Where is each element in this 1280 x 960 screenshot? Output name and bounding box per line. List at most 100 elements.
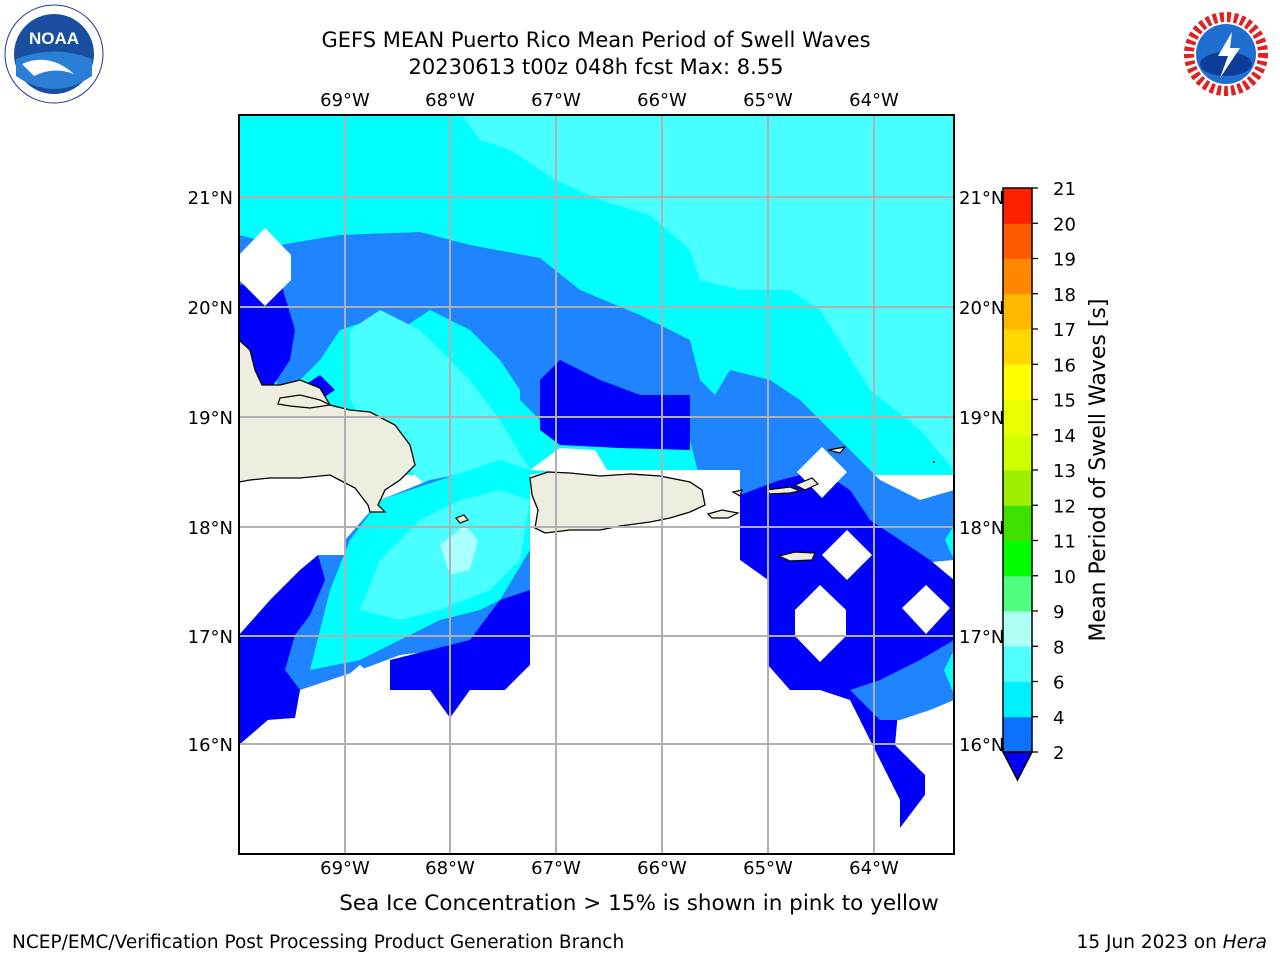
lon-tick-label: 67°W (531, 90, 581, 111)
colorbar-label: Mean Period of Swell Waves [s] (1086, 299, 1111, 642)
nws-logo-icon (1178, 6, 1274, 102)
colorbar-tick-label: 18 (1053, 285, 1076, 306)
colorbar-segment (1003, 399, 1032, 436)
colorbar-segment (1003, 505, 1032, 541)
small-island (933, 461, 935, 463)
hispaniola-island-detail (277, 394, 332, 409)
virgin-islands (764, 486, 803, 495)
no-data-diamond (822, 530, 872, 580)
colorbar-tick-label: 2 (1053, 743, 1064, 764)
map-title: GEFS MEAN Puerto Rico Mean Period of Swe… (321, 28, 871, 52)
colorbar: 2 4 6 8 9 10 11 12 13 14 15 16 17 18 19 20 21 (1001, 179, 1076, 782)
colorbar-segment (1003, 258, 1032, 295)
colorbar-segment (1003, 364, 1032, 400)
lat-tick-label: 18°N (959, 518, 1004, 539)
colorbar-tick-label: 11 (1053, 532, 1076, 553)
colorbar-segment (1003, 540, 1032, 577)
colorbar-segment (1003, 188, 1032, 224)
date-stamp: 15 Jun 2023 on Hera (1077, 932, 1267, 953)
lon-labels-top: 69°W 68°W 67°W 66°W 65°W 64°W (320, 90, 899, 111)
no-data-diamond (902, 585, 950, 634)
mona-island (455, 514, 469, 524)
date-text: 15 Jun 2023 on (1076, 932, 1223, 953)
colorbar-tick-label: 15 (1053, 391, 1076, 412)
colorbar-segment (1003, 293, 1032, 330)
credit-text: NCEP/EMC/Verification Post Processing Pr… (12, 932, 625, 953)
lat-labels-left: 21°N 20°N 19°N 18°N 17°N 16°N (188, 188, 233, 756)
no-data-hispaniola-coast (239, 480, 345, 635)
colorbar-under-arrow (1001, 751, 1034, 782)
no-data-east-corner (900, 760, 954, 854)
lon-tick-label: 64°W (849, 858, 899, 879)
lon-tick-label: 66°W (637, 90, 687, 111)
lon-tick-label: 67°W (531, 858, 581, 879)
colorbar-segment (1003, 470, 1032, 506)
lat-tick-label: 20°N (959, 298, 1004, 319)
band-8-9-mona (350, 310, 530, 510)
band-2-4-southwest (239, 555, 325, 745)
band-6-8-east-edge2 (945, 525, 954, 560)
colorbar-tick-label: 9 (1053, 602, 1064, 623)
colorbar-tick-label: 20 (1053, 214, 1076, 235)
colorbar-tick-label: 13 (1053, 461, 1076, 482)
colorbar-tick-label: 4 (1053, 708, 1064, 729)
map-subtitle: 20230613 t00z 048h fcst Max: 8.55 (408, 55, 784, 79)
colorbar-segment (1003, 329, 1032, 365)
lat-tick-label: 16°N (188, 735, 233, 756)
map-frame (238, 114, 955, 855)
colorbar-tick-label: 16 (1053, 355, 1076, 376)
lon-tick-label: 68°W (425, 90, 475, 111)
lon-tick-label: 65°W (743, 858, 793, 879)
lon-tick-label: 64°W (849, 90, 899, 111)
lat-tick-label: 19°N (188, 408, 233, 429)
colorbar-segment (1003, 716, 1032, 753)
band-8-9-north (462, 115, 954, 470)
lon-tick-label: 69°W (320, 858, 370, 879)
map-panel (239, 115, 954, 854)
hispaniola-land (239, 339, 416, 513)
lat-tick-label: 17°N (959, 627, 1004, 648)
noaa-logo-icon: NOAA (4, 4, 104, 104)
no-data-diamond (239, 228, 291, 306)
lon-tick-label: 68°W (425, 858, 475, 879)
virgin-islands (827, 446, 847, 454)
lat-tick-label: 21°N (959, 188, 1004, 209)
lat-tick-label: 19°N (959, 408, 1004, 429)
host-name: Hera (1222, 932, 1267, 953)
colorbar-segment (1003, 681, 1032, 718)
no-data-north-pr (530, 448, 610, 475)
virgin-islands (793, 477, 820, 491)
no-data-south (530, 470, 768, 854)
no-data-diamond (797, 447, 847, 498)
vieques-island (706, 509, 740, 519)
band-2-4-south (390, 590, 530, 718)
lon-tick-label: 65°W (743, 90, 793, 111)
sea-ice-note: Sea Ice Concentration > 15% is shown in … (339, 891, 939, 916)
colorbar-tick-label: 12 (1053, 496, 1076, 517)
colorbar-tick-label: 8 (1053, 637, 1064, 658)
band-2-4-central (540, 360, 690, 450)
lon-labels-bottom: 69°W 68°W 67°W 66°W 65°W 64°W (320, 858, 899, 879)
colorbar-tick-label: 6 (1053, 673, 1064, 694)
colorbar-tick-label: 10 (1053, 567, 1076, 588)
st-croix-island (777, 551, 816, 562)
lat-tick-label: 20°N (188, 298, 233, 319)
lat-labels-right: 21°N 20°N 19°N 18°N 17°N 16°N (959, 188, 1004, 756)
small-island (910, 777, 912, 779)
graticule (239, 115, 954, 854)
colorbar-segment (1003, 575, 1032, 612)
lon-tick-label: 69°W (320, 90, 370, 111)
band-4-6-east (850, 640, 954, 720)
lat-tick-label: 17°N (188, 627, 233, 648)
colorbar-segment (1003, 611, 1032, 647)
lat-tick-label: 16°N (959, 735, 1004, 756)
noaa-logo-text: NOAA (29, 29, 79, 48)
lon-tick-label: 66°W (637, 858, 687, 879)
culebra-island (731, 489, 743, 497)
colorbar-segment (1003, 646, 1032, 682)
no-data-diamond (795, 585, 846, 662)
lat-tick-label: 18°N (188, 518, 233, 539)
colorbar-tick-label: 17 (1053, 320, 1076, 341)
no-data-southwest (239, 665, 530, 854)
